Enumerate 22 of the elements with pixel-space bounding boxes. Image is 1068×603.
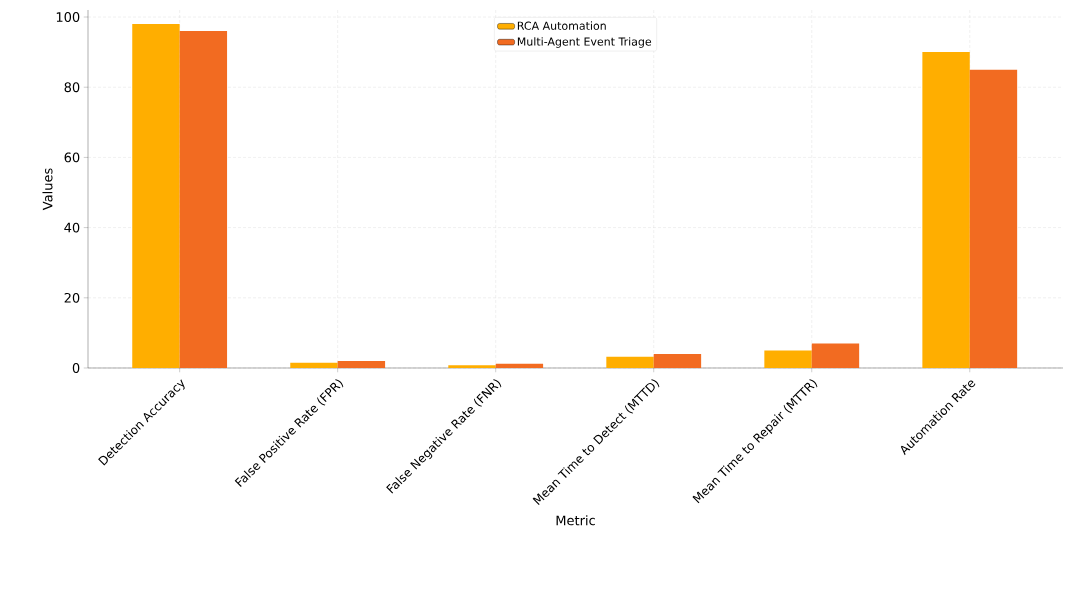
y-tick-label: 0	[72, 363, 80, 373]
x-axis-title: Metric	[556, 515, 595, 526]
bar	[132, 24, 180, 368]
bar	[179, 31, 228, 368]
y-axis-title: Values	[42, 168, 53, 211]
legend-label: RCA Automation	[517, 21, 606, 30]
bar	[969, 69, 1018, 368]
y-tick-label: 100	[56, 12, 80, 22]
bar	[811, 343, 860, 368]
bar	[495, 363, 544, 368]
y-tick-label: 80	[64, 82, 80, 93]
bar	[290, 362, 338, 368]
legend-label: Multi-Agent Event Triage	[517, 37, 652, 48]
bar	[337, 360, 386, 368]
y-tick-label: 40	[64, 222, 80, 233]
bar	[922, 52, 970, 368]
bar	[606, 356, 654, 368]
bar	[764, 350, 812, 368]
y-tick-label: 20	[64, 292, 80, 303]
bar	[448, 365, 496, 368]
bar	[653, 353, 702, 368]
y-tick-label: 60	[64, 152, 80, 163]
